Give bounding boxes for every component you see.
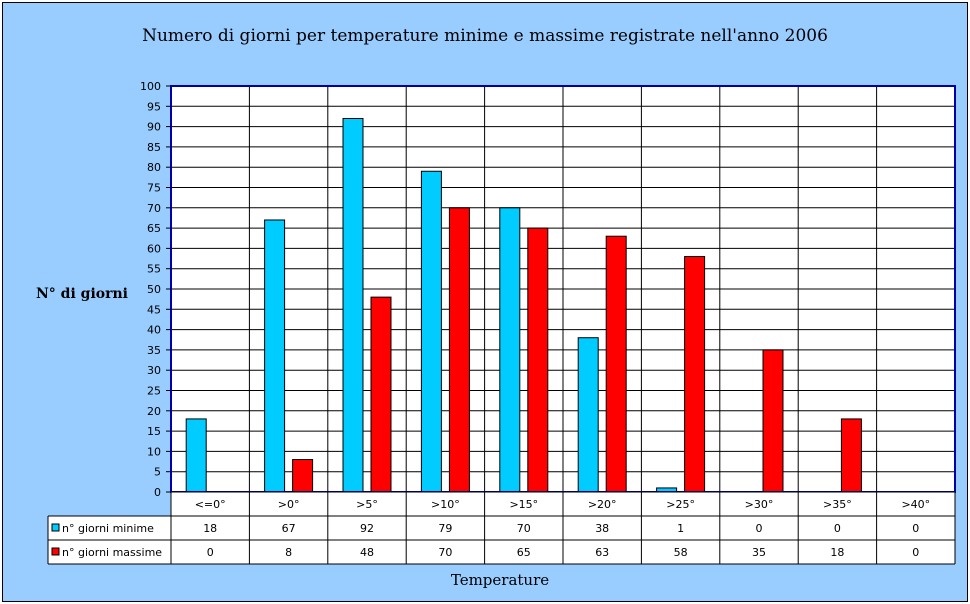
y-tick-label: 85 xyxy=(147,141,161,154)
bar-massime xyxy=(605,235,627,493)
y-tick-label: 65 xyxy=(147,222,161,235)
x-tick-label: <=0° xyxy=(195,498,226,511)
data-label: 63 xyxy=(595,546,609,559)
legend-swatch xyxy=(51,523,60,532)
x-tick-label: >5° xyxy=(356,498,378,511)
x-tick-label: >35° xyxy=(823,498,852,511)
y-tick-label: 80 xyxy=(147,161,161,174)
bar-massime xyxy=(840,418,862,493)
data-label: 1 xyxy=(677,522,684,535)
y-tick-label: 35 xyxy=(147,344,161,357)
chart-title: Numero di giorni per temperature minime … xyxy=(142,26,828,46)
y-tick-label: 10 xyxy=(147,445,161,458)
bar-massime xyxy=(292,459,314,493)
y-tick-label: 70 xyxy=(147,202,161,215)
legend-label: n° giorni massime xyxy=(62,546,162,559)
y-tick-label: 90 xyxy=(147,121,161,134)
data-label: 8 xyxy=(285,546,292,559)
data-label: 18 xyxy=(830,546,844,559)
x-tick-label: >30° xyxy=(745,498,774,511)
bar-massime xyxy=(762,349,784,493)
y-tick-label: 55 xyxy=(147,263,161,276)
data-label: 70 xyxy=(438,546,452,559)
data-label: 79 xyxy=(438,522,452,535)
y-tick-label: 0 xyxy=(154,486,161,499)
bar-massime xyxy=(684,256,706,493)
bar-massime xyxy=(448,207,470,493)
data-label: 67 xyxy=(282,522,296,535)
data-label: 18 xyxy=(203,522,217,535)
bar-minime xyxy=(420,170,442,493)
data-label: 65 xyxy=(517,546,531,559)
data-label: 38 xyxy=(595,522,609,535)
bar-minime xyxy=(185,418,207,493)
x-tick-label: >20° xyxy=(588,498,617,511)
y-tick-label: 20 xyxy=(147,405,161,418)
bar-minime xyxy=(577,337,599,493)
x-tick-label: >25° xyxy=(666,498,695,511)
bar-massime xyxy=(370,296,392,493)
data-label: 0 xyxy=(756,522,763,535)
y-tick-label: 5 xyxy=(154,466,161,479)
legend-label: n° giorni minime xyxy=(62,522,154,535)
bar-minime xyxy=(499,207,521,493)
y-tick-label: 100 xyxy=(140,80,161,93)
bar-minime xyxy=(342,117,364,493)
data-label: 48 xyxy=(360,546,374,559)
y-tick-label: 25 xyxy=(147,385,161,398)
x-axis-label: Temperature xyxy=(450,571,550,589)
data-label: 70 xyxy=(517,522,531,535)
data-label: 0 xyxy=(207,546,214,559)
y-tick-label: 30 xyxy=(147,364,161,377)
data-label: 92 xyxy=(360,522,374,535)
bar-minime xyxy=(264,219,286,493)
y-tick-label: 60 xyxy=(147,242,161,255)
y-tick-label: 45 xyxy=(147,303,161,316)
y-axis-label: N° di giorni xyxy=(36,286,128,302)
x-tick-label: >10° xyxy=(431,498,460,511)
data-label: 0 xyxy=(834,522,841,535)
data-label: 0 xyxy=(912,546,919,559)
legend-swatch xyxy=(51,547,60,556)
y-tick-label: 95 xyxy=(147,100,161,113)
y-tick-label: 50 xyxy=(147,283,161,296)
data-label: 58 xyxy=(674,546,688,559)
y-tick-label: 40 xyxy=(147,324,161,337)
x-tick-label: >15° xyxy=(509,498,538,511)
x-tick-label: >40° xyxy=(901,498,930,511)
x-tick-label: >0° xyxy=(278,498,300,511)
bar-massime xyxy=(527,227,549,493)
y-tick-label: 75 xyxy=(147,182,161,195)
data-label: 35 xyxy=(752,546,766,559)
data-label: 0 xyxy=(912,522,919,535)
y-tick-label: 15 xyxy=(147,425,161,438)
